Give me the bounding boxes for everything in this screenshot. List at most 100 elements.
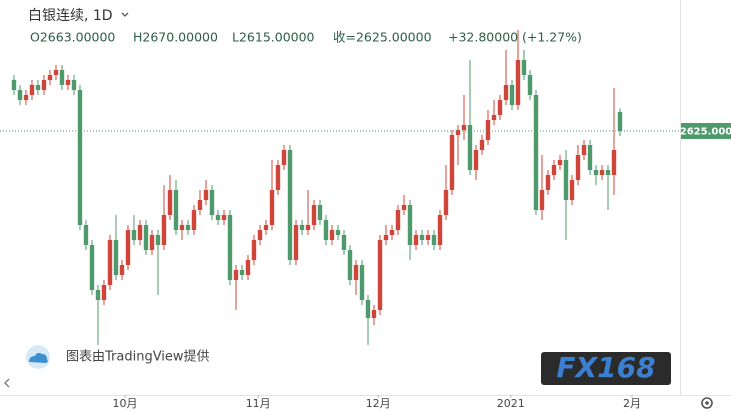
candle-body — [359, 265, 365, 300]
candle-body — [335, 230, 341, 235]
last-price-label: 2625.000 — [680, 127, 731, 138]
candle-body — [539, 190, 545, 210]
candle-body — [545, 175, 551, 190]
gear[interactable] — [701, 397, 713, 409]
candle-body — [251, 240, 257, 260]
candle-body — [395, 210, 401, 230]
candle-body — [599, 170, 605, 175]
cloud-icon — [29, 352, 48, 363]
candle-body — [347, 250, 353, 280]
candle-body — [47, 75, 53, 80]
candle-body — [431, 235, 437, 245]
candle-body — [197, 200, 203, 210]
candle-body — [515, 60, 521, 105]
candle-body — [257, 230, 263, 240]
candle-body — [473, 150, 479, 170]
candle-body — [149, 235, 155, 250]
candle-body — [569, 180, 575, 200]
candle-body — [329, 230, 335, 240]
interval-caret — [121, 12, 129, 17]
candle-body — [239, 270, 245, 275]
x-tick-label: 2021 — [497, 397, 525, 410]
candle-body — [509, 85, 515, 105]
candle-body — [305, 225, 311, 230]
candle-body — [341, 235, 347, 250]
candle-body — [371, 310, 377, 318]
candle-body — [617, 112, 623, 131]
attribution-text: 图表由TradingView提供 — [66, 349, 210, 365]
candle-body — [455, 130, 461, 135]
candle-body — [119, 265, 125, 275]
logo-box — [541, 352, 671, 385]
candle-body — [377, 240, 383, 310]
candle-body — [83, 225, 89, 245]
candle-body — [29, 85, 35, 95]
candle-body — [323, 220, 329, 240]
candle-body — [497, 100, 503, 115]
logo-text: FX168 — [556, 351, 655, 384]
candle-body — [407, 205, 413, 245]
candle-body — [383, 235, 389, 240]
candle-body — [179, 225, 185, 230]
candle-body — [557, 160, 563, 165]
candle-body — [227, 215, 233, 280]
candle-body — [263, 225, 269, 230]
candle-body — [485, 120, 491, 140]
logo: FX168 — [541, 351, 671, 385]
candle-body — [299, 225, 305, 230]
ohlc-label: H2670.00000 — [133, 30, 218, 45]
candle-body — [221, 215, 227, 220]
candle-body — [209, 190, 215, 215]
candle-body — [605, 170, 611, 175]
candle-body — [113, 240, 119, 275]
gear-center[interactable] — [705, 401, 709, 405]
candle-body — [611, 150, 617, 175]
candle-body — [191, 210, 197, 230]
candle-body — [161, 215, 167, 245]
ohlc-label: +32.80000 — [448, 30, 518, 45]
candle-body — [23, 95, 29, 100]
candle-body — [293, 225, 299, 260]
attribution: 图表由TradingView提供 — [26, 345, 210, 369]
settings-icon[interactable] — [701, 397, 713, 409]
scroll-arrow[interactable] — [4, 378, 10, 388]
candle-body — [317, 205, 323, 220]
candle-body — [11, 80, 17, 90]
candle-body — [89, 245, 95, 290]
candle-body — [467, 125, 473, 170]
candle-body — [143, 225, 149, 250]
candle-body — [365, 300, 371, 318]
candle-body — [275, 165, 281, 190]
candle-body — [461, 125, 467, 130]
ohlc-legend: O2663.00000 H2670.00000 L2615.00000 收=2625.… — [30, 30, 582, 45]
candle-body — [173, 190, 179, 230]
ohlc-label: O2663.00000 — [30, 30, 115, 45]
candle-body — [137, 225, 143, 240]
ohlc-label: L2615.00000 — [232, 30, 315, 45]
candle-body — [353, 265, 359, 280]
candle-body — [53, 70, 59, 75]
ohlc-label: (+1.27%) — [522, 30, 582, 45]
candle-body — [167, 190, 173, 215]
candle-body — [479, 140, 485, 150]
candle-body — [203, 190, 209, 200]
candle-body — [491, 115, 497, 120]
candle-body — [443, 190, 449, 215]
candle-body — [527, 75, 533, 95]
candle-body — [551, 165, 557, 175]
candle-body — [71, 80, 77, 90]
candle-body — [401, 205, 407, 210]
candle-body — [215, 215, 221, 220]
candle-body — [269, 190, 275, 225]
candle-body — [437, 215, 443, 245]
ohlc-label: 收=2625.00000 — [333, 30, 432, 45]
candle-body — [95, 290, 101, 300]
candle-body — [41, 80, 47, 90]
candle-body — [581, 145, 587, 155]
candle-body — [503, 85, 509, 100]
candle-body — [65, 80, 71, 85]
candle-body — [593, 170, 599, 175]
candle-body — [287, 150, 293, 260]
